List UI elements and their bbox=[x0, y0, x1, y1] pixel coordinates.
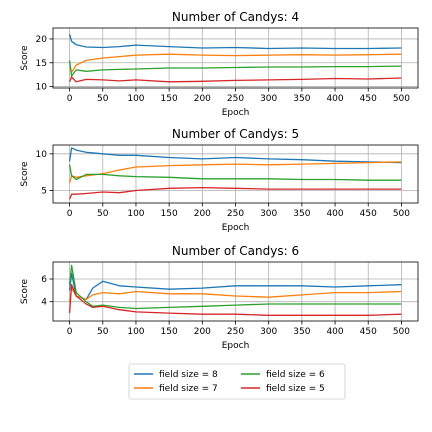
legend: field size = 8 field size = 7 field size =… bbox=[128, 363, 346, 400]
x-tick-label: 450 bbox=[360, 209, 377, 219]
legend-item: field size = 8 bbox=[134, 370, 218, 380]
x-tick-label: 50 bbox=[97, 327, 109, 337]
x-tick-label: 150 bbox=[161, 94, 178, 104]
x-tick-label: 100 bbox=[127, 94, 144, 104]
x-tick-label: 300 bbox=[260, 327, 277, 337]
x-tick-label: 500 bbox=[393, 327, 410, 337]
y-tick-label: 15 bbox=[36, 59, 47, 69]
x-axis-label: Epoch bbox=[222, 108, 250, 118]
y-tick-label: 10 bbox=[36, 150, 48, 160]
series-line-1 bbox=[68, 147, 402, 164]
x-tick-label: 200 bbox=[194, 209, 211, 219]
x-tick-label: 450 bbox=[360, 94, 377, 104]
legend-label: field size = 8 bbox=[159, 370, 218, 380]
legend-label: field size = 7 bbox=[159, 384, 218, 394]
series-line-3 bbox=[68, 164, 402, 181]
chart-panel-1: 0 50 100 150 200 250 300 350 400 450 500 10 15 20 Numb… bbox=[20, 10, 419, 118]
x-tick-label: 350 bbox=[293, 327, 310, 337]
y-tick-label: 4 bbox=[41, 298, 47, 308]
y-tick-label: 6 bbox=[41, 275, 47, 285]
x-tick-label: 250 bbox=[227, 209, 244, 219]
x-axis-label: Epoch bbox=[222, 223, 250, 233]
y-tick-label: 10 bbox=[36, 83, 48, 93]
x-tick-label: 50 bbox=[97, 209, 109, 219]
legend-label: field size = 5 bbox=[266, 384, 325, 394]
x-tick-label: 0 bbox=[67, 209, 73, 219]
chart-panel-2: 0 50 100 150 200 250 300 350 400 450 500 5 10 Number … bbox=[20, 127, 419, 233]
series-line-3 bbox=[68, 60, 402, 77]
series-line-4 bbox=[68, 76, 402, 83]
x-tick-label: 400 bbox=[326, 209, 343, 219]
x-axis-label: Epoch bbox=[222, 341, 250, 351]
series-line-4 bbox=[68, 284, 402, 316]
x-tick-label: 400 bbox=[326, 94, 343, 104]
legend-item: field size = 5 bbox=[241, 384, 325, 394]
x-tick-label: 400 bbox=[326, 327, 343, 337]
x-tick-label: 300 bbox=[260, 209, 277, 219]
x-tick-label: 0 bbox=[67, 94, 73, 104]
legend-label: field size = 6 bbox=[266, 370, 325, 380]
x-tick-label: 500 bbox=[393, 94, 410, 104]
x-tick-label: 350 bbox=[293, 94, 310, 104]
y-axis-label: Score bbox=[20, 278, 30, 304]
x-tick-label: 200 bbox=[194, 327, 211, 337]
legend-item: field size = 7 bbox=[134, 384, 218, 394]
x-tick-label: 250 bbox=[227, 327, 244, 337]
x-tick-label: 0 bbox=[67, 327, 73, 337]
legend-item: field size = 6 bbox=[241, 370, 325, 380]
x-tick-label: 500 bbox=[393, 209, 410, 219]
chart-title: Number of Candys: 4 bbox=[172, 10, 299, 24]
series-line-2 bbox=[68, 161, 402, 184]
chart-title: Number of Candys: 5 bbox=[172, 127, 299, 141]
legend-box bbox=[128, 363, 346, 400]
x-tick-label: 350 bbox=[293, 209, 310, 219]
series-line-2 bbox=[68, 53, 402, 73]
y-tick-label: 20 bbox=[36, 35, 48, 45]
x-tick-label: 150 bbox=[161, 327, 178, 337]
x-tick-label: 450 bbox=[360, 327, 377, 337]
y-axis-label: Score bbox=[20, 45, 30, 71]
chart-panel-3: 0 50 100 150 200 250 300 350 400 450 500 4 6 Number o… bbox=[20, 244, 419, 351]
series-line-1 bbox=[68, 34, 402, 50]
y-axis-label: Score bbox=[20, 161, 30, 187]
x-tick-label: 100 bbox=[127, 209, 144, 219]
x-tick-label: 100 bbox=[127, 327, 144, 337]
series-line-3 bbox=[68, 264, 402, 310]
chart-title: Number of Candys: 6 bbox=[172, 244, 299, 258]
x-tick-label: 50 bbox=[97, 94, 109, 104]
x-tick-label: 300 bbox=[260, 94, 277, 104]
x-tick-label: 150 bbox=[161, 209, 178, 219]
x-tick-label: 250 bbox=[227, 94, 244, 104]
y-tick-label: 5 bbox=[41, 187, 47, 197]
x-tick-label: 200 bbox=[194, 94, 211, 104]
series-line-4 bbox=[68, 186, 402, 200]
